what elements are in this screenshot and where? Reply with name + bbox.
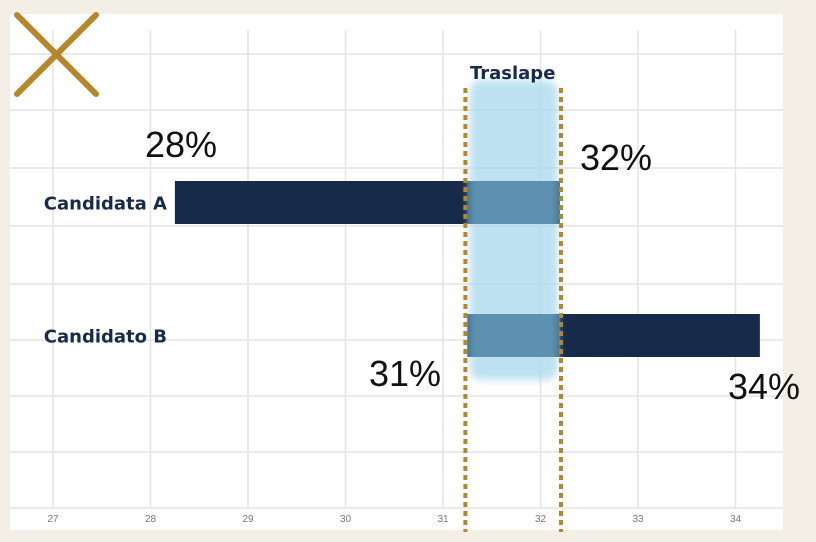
category-label: Candidata A xyxy=(44,194,167,215)
overlap-bar-segment xyxy=(467,314,560,357)
x-tick-label: 31 xyxy=(437,514,449,525)
x-tick-label: 32 xyxy=(535,514,547,525)
value-label: 32% xyxy=(580,137,652,178)
x-tick-label: 30 xyxy=(340,514,352,525)
chart-panel xyxy=(10,14,783,530)
overlap-bar-segment xyxy=(467,181,560,224)
value-label: 28% xyxy=(145,124,217,165)
x-tick-label: 29 xyxy=(242,514,254,525)
value-label: 31% xyxy=(369,353,441,394)
labels: Candidata A Candidato B 28% 32% 31% 34% xyxy=(44,124,800,407)
value-label: 34% xyxy=(728,366,800,407)
overlap-label: Traslape xyxy=(470,63,555,84)
overlap-highlight xyxy=(469,80,558,380)
x-tick-label: 27 xyxy=(47,514,59,525)
close-icon[interactable] xyxy=(14,12,99,97)
x-tick-label: 33 xyxy=(632,514,644,525)
overlap-region: Traslape xyxy=(463,63,563,532)
category-label: Candidato B xyxy=(44,327,167,348)
x-tick-label: 28 xyxy=(145,514,157,525)
x-ticks: 27 28 29 30 31 32 33 34 xyxy=(47,514,741,525)
x-tick-label: 34 xyxy=(730,514,742,525)
